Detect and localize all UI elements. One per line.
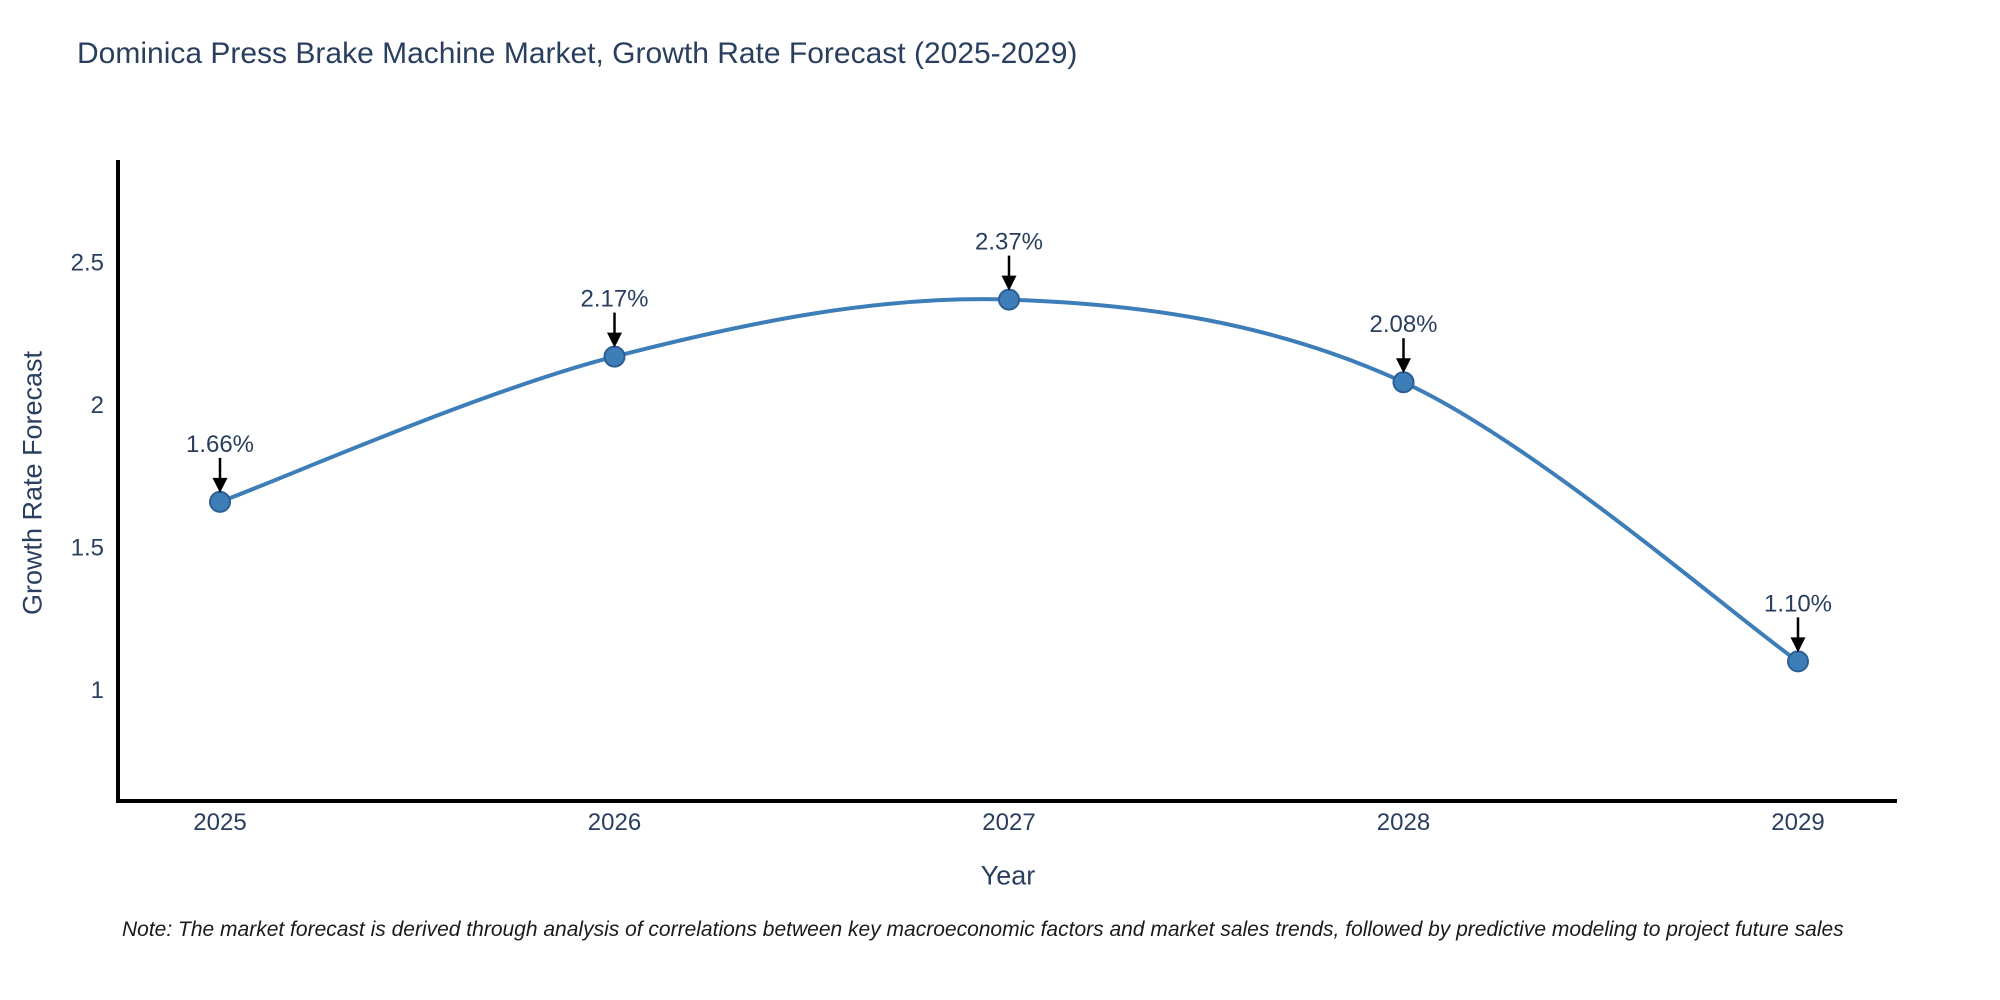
x-tick-label-2025: 2025	[193, 809, 246, 836]
x-tick-label-2028: 2028	[1377, 809, 1430, 836]
annotation-label-2026: 2.17%	[580, 286, 648, 313]
data-point-2029	[1787, 650, 1809, 673]
trend-line	[218, 297, 1800, 664]
data-point-2028	[1392, 371, 1415, 394]
data-point-2025	[209, 490, 231, 513]
annotation-arrowhead-icon-2026	[607, 332, 622, 348]
x-axis-title: Year	[980, 860, 1036, 891]
annotation-label-2029: 1.10%	[1764, 590, 1832, 617]
chart-title: Dominica Press Brake Machine Market, Gro…	[77, 37, 1078, 70]
annotation-arrowhead-icon-2029	[1790, 637, 1806, 653]
y-tick-label-1: 1	[91, 677, 104, 704]
annotation-arrowhead-icon-2028	[1396, 358, 1411, 374]
y-tick-label-2.5: 2.5	[71, 250, 104, 277]
x-tick-label-2029: 2029	[1771, 809, 1824, 836]
annotation-label-2027: 2.37%	[975, 229, 1043, 256]
y-tick-label-1.5: 1.5	[71, 534, 104, 561]
footnote: Note: The market forecast is derived thr…	[122, 918, 1844, 941]
annotation-label-2025: 1.66%	[186, 431, 254, 458]
x-tick-label-2027: 2027	[982, 809, 1035, 836]
y-tick-label-2: 2	[91, 392, 104, 419]
data-point-2027	[998, 288, 1020, 311]
annotation-arrowhead-icon-2027	[1001, 275, 1017, 291]
data-point-2026	[603, 345, 626, 368]
y-axis-title: Growth Rate Forecast	[17, 350, 48, 616]
annotation-label-2028: 2.08%	[1369, 311, 1437, 338]
x-tick-label-2026: 2026	[588, 809, 641, 836]
annotation-arrowhead-icon-2025	[212, 477, 228, 493]
